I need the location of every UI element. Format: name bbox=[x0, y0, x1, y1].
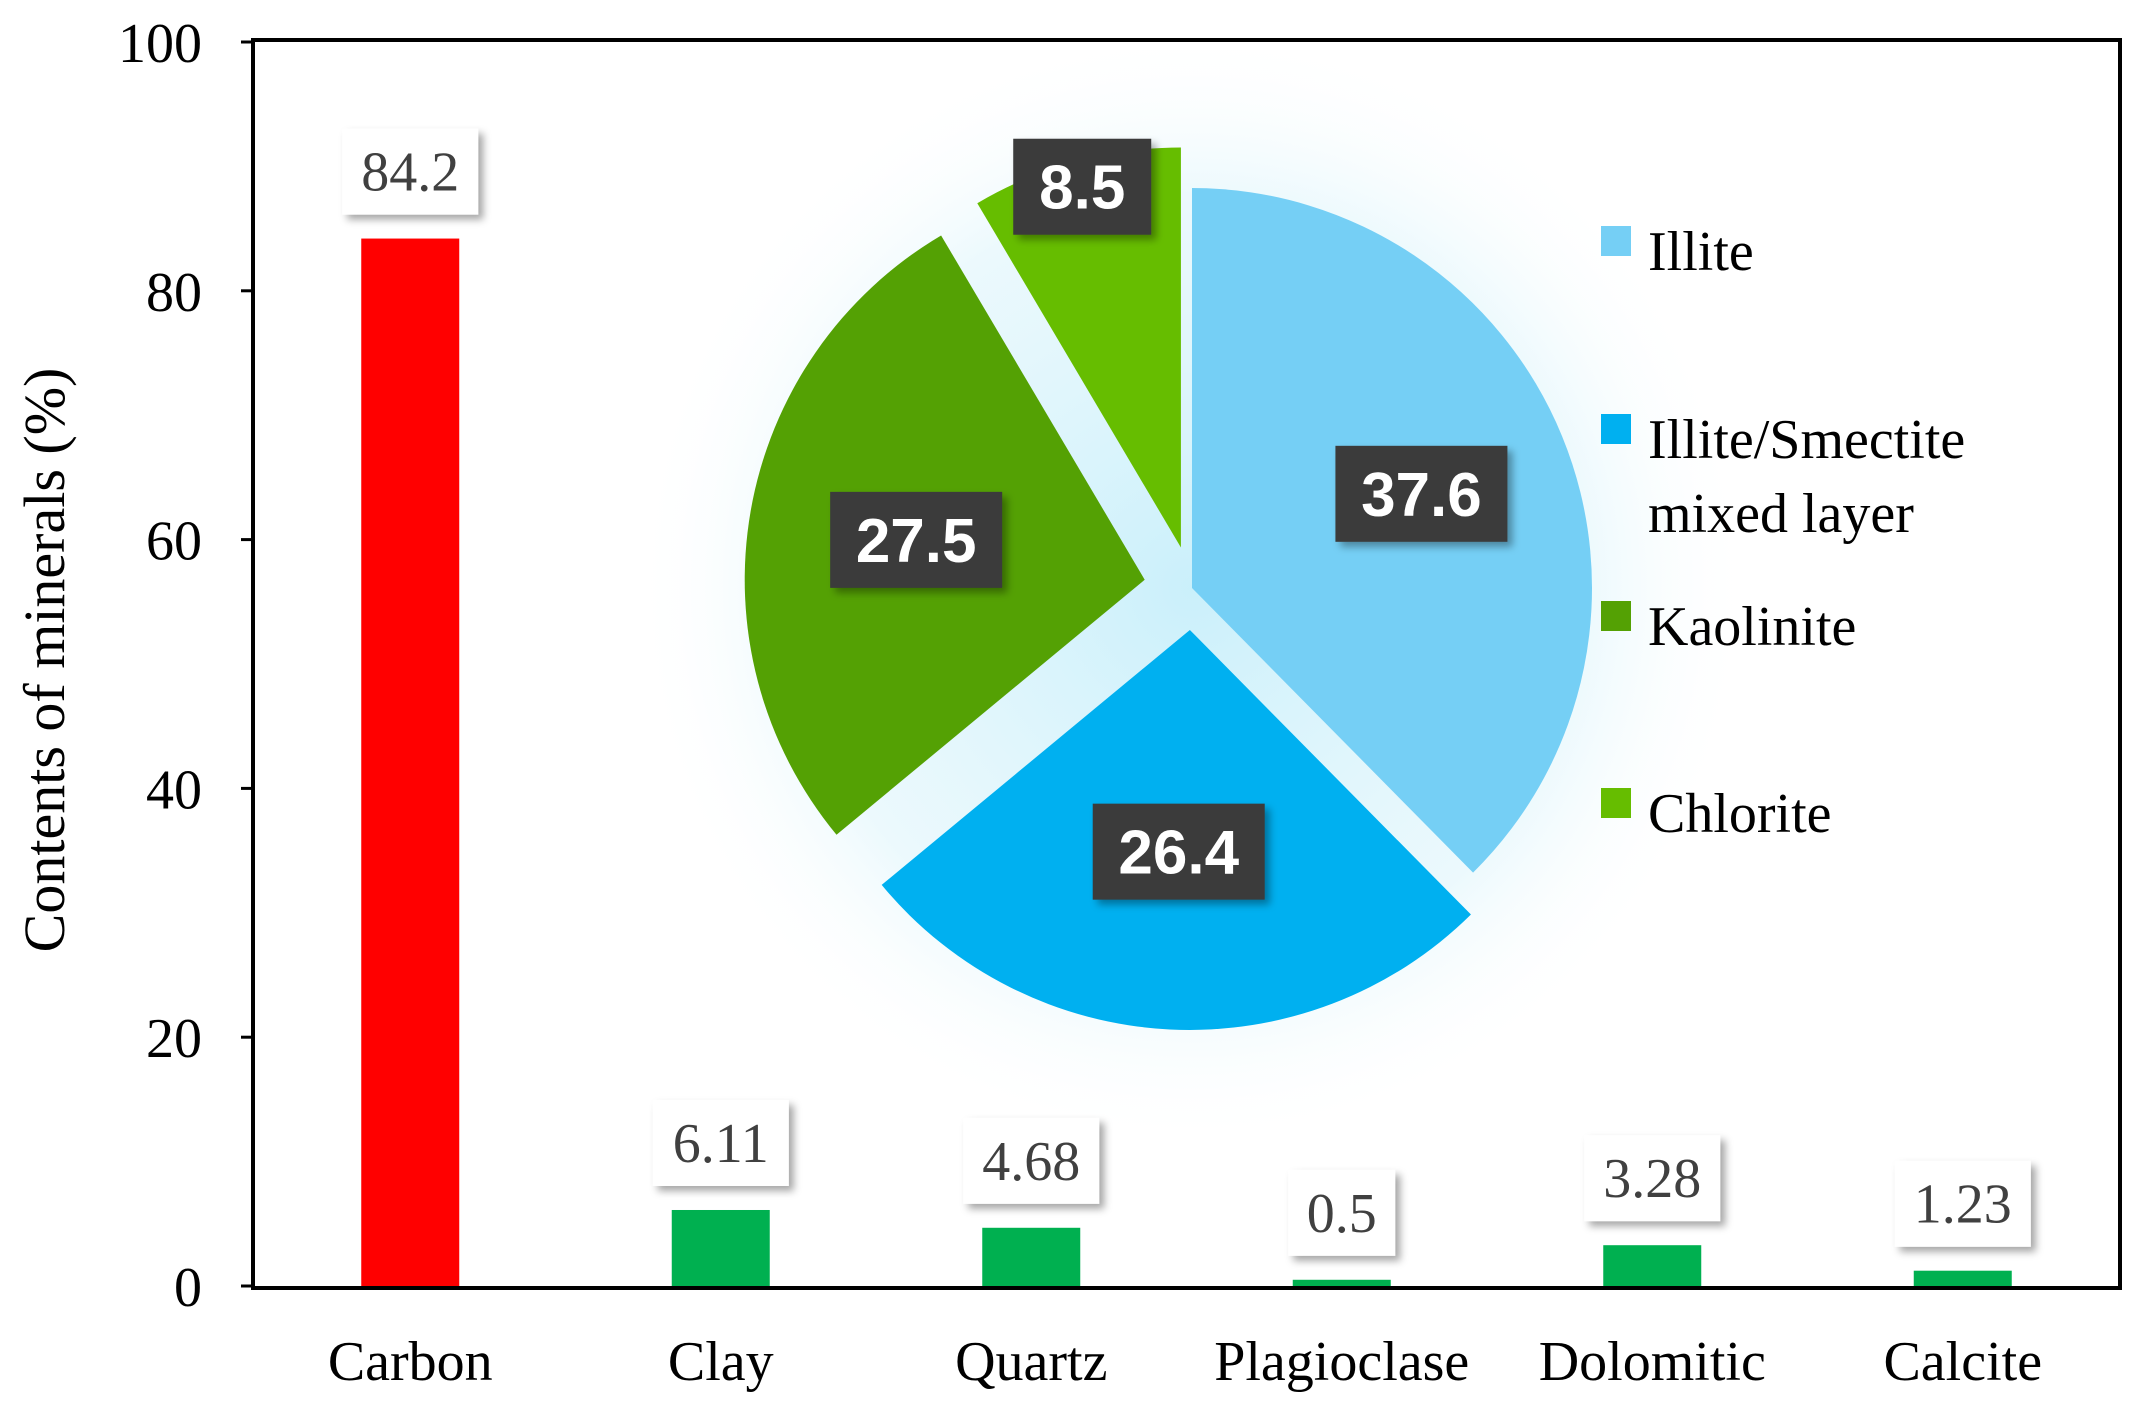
bar-calcite bbox=[1913, 1270, 2012, 1286]
legend-swatch bbox=[1601, 788, 1631, 818]
bar-quartz bbox=[982, 1227, 1081, 1286]
data-label-text: 4.68 bbox=[982, 1131, 1080, 1193]
pie-legend: Illite Illite/Smectite mixed layer Kaolinit… bbox=[1601, 221, 1965, 845]
bar-dolomitic bbox=[1603, 1245, 1702, 1286]
x-category-label: Plagioclase bbox=[1214, 1331, 1469, 1393]
legend-swatch bbox=[1601, 414, 1631, 444]
bar-data-label: 3.28 bbox=[1584, 1135, 1721, 1222]
bar-data-label: 6.11 bbox=[652, 1099, 789, 1186]
data-label-box bbox=[652, 1099, 789, 1186]
data-label-box bbox=[1288, 1169, 1396, 1256]
legend-label: Chlorite bbox=[1648, 783, 1832, 845]
data-label-box bbox=[342, 128, 479, 215]
pie-slice-chlorite bbox=[977, 147, 1181, 548]
x-category-label: Carbon bbox=[328, 1331, 493, 1393]
legend-item: Illite bbox=[1601, 221, 1754, 283]
pie-label-text: 8.5 bbox=[1039, 154, 1125, 223]
pie-label-box bbox=[1092, 803, 1265, 900]
legend-item: Kaolinite bbox=[1601, 596, 1856, 658]
y-tick-label: 80 bbox=[146, 262, 202, 324]
pie-label-box bbox=[1335, 445, 1508, 542]
bar-data-label: 1.23 bbox=[1894, 1160, 2031, 1247]
legend-swatch bbox=[1601, 601, 1631, 631]
pie-chart: 37.6 26.4 27.5 8.5 bbox=[744, 138, 1592, 1030]
y-tick-label: 0 bbox=[174, 1257, 202, 1319]
bar-series: 84.2 6.11 4.68 0.5 3.28 1.23 bbox=[342, 128, 2031, 1286]
legend-label: Illite/Smectite bbox=[1648, 409, 1965, 471]
legend-label: Illite bbox=[1648, 221, 1754, 283]
data-label-text: 3.28 bbox=[1603, 1148, 1701, 1210]
y-tick-label: 100 bbox=[118, 13, 202, 75]
data-label-text: 0.5 bbox=[1307, 1183, 1377, 1245]
y-axis-title: Contents of minerals (%) bbox=[12, 368, 77, 953]
legend-label: Kaolinite bbox=[1648, 596, 1856, 658]
bar-carbon bbox=[361, 238, 460, 1286]
y-tick-label: 60 bbox=[146, 511, 202, 573]
data-label-text: 84.2 bbox=[361, 142, 459, 204]
plot-frame bbox=[251, 38, 2122, 1290]
x-axis-categories: Carbon Clay Quartz Plagioclase Dolomitic Calc… bbox=[328, 1331, 2042, 1393]
legend-item: Illite/Smectite mixed layer bbox=[1601, 409, 1965, 545]
bar-data-label: 0.5 bbox=[1288, 1169, 1396, 1256]
pie-data-label: 27.5 bbox=[830, 491, 1003, 588]
bar-data-label: 4.68 bbox=[963, 1117, 1100, 1204]
bar-clay bbox=[671, 1209, 770, 1286]
pie-data-label: 26.4 bbox=[1092, 803, 1265, 900]
pie-label-text: 26.4 bbox=[1118, 819, 1239, 888]
legend-swatch bbox=[1601, 226, 1631, 256]
x-category-label: Clay bbox=[668, 1331, 774, 1393]
data-label-text: 1.23 bbox=[1914, 1174, 2012, 1236]
x-category-label: Calcite bbox=[1883, 1331, 2042, 1393]
y-tick-label: 20 bbox=[146, 1008, 202, 1070]
y-axis-ticks: 0 20 40 60 80 100 bbox=[118, 13, 255, 1319]
data-label-box bbox=[1584, 1135, 1721, 1222]
pie-label-text: 37.6 bbox=[1361, 461, 1482, 530]
legend-label: mixed layer bbox=[1648, 483, 1914, 545]
pie-data-label: 8.5 bbox=[1013, 138, 1152, 235]
data-label-text: 6.11 bbox=[673, 1113, 769, 1175]
pie-label-box bbox=[830, 491, 1003, 588]
pie-data-label: 37.6 bbox=[1335, 445, 1508, 542]
legend-item: Chlorite bbox=[1601, 783, 1832, 845]
y-axis-label: Contents of minerals (%) bbox=[12, 368, 77, 953]
pie-label-box bbox=[1013, 138, 1152, 235]
y-tick-label: 40 bbox=[146, 759, 202, 821]
pie-label-text: 27.5 bbox=[856, 507, 977, 576]
bar-data-label: 84.2 bbox=[342, 128, 479, 215]
bar-plagioclase bbox=[1292, 1279, 1391, 1286]
x-category-label: Quartz bbox=[955, 1331, 1107, 1393]
x-category-label: Dolomitic bbox=[1539, 1331, 1766, 1393]
data-label-box bbox=[963, 1117, 1100, 1204]
data-label-box bbox=[1894, 1160, 2031, 1247]
